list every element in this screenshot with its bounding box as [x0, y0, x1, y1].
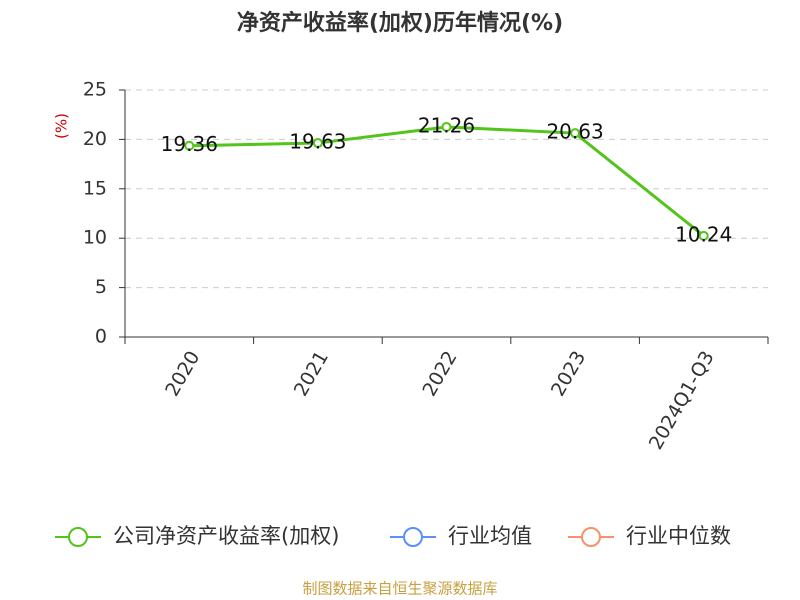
y-tick-label: 15 — [83, 177, 107, 199]
y-tick-label: 10 — [83, 227, 107, 249]
x-tick-label: 2021 — [290, 347, 333, 400]
y-tick-label: 25 — [83, 79, 107, 101]
y-tick-label: 0 — [95, 326, 107, 348]
series-line — [189, 125, 705, 238]
legend-marker — [403, 527, 423, 547]
data-point — [312, 138, 323, 149]
data-label: 21.26 — [418, 113, 475, 137]
x-tick-label: 2023 — [547, 347, 590, 400]
legend-marker — [581, 527, 601, 547]
source-note: 制图数据来自恒生聚源数据库 — [302, 580, 497, 598]
y-axis-label: (%) — [53, 113, 71, 139]
x-tick-label: 2022 — [418, 347, 461, 400]
legend-label: 公司净资产收益率(加权) — [113, 524, 339, 548]
data-label: 19.63 — [289, 130, 346, 154]
x-tick-label: 2020 — [161, 347, 204, 400]
y-tick-label: 5 — [95, 276, 107, 298]
legend-marker — [68, 527, 88, 547]
data-label: 19.36 — [161, 132, 218, 156]
x-tick-label: 2024Q1-Q3 — [645, 347, 719, 453]
data-point — [184, 140, 195, 151]
data-label: 10.24 — [675, 222, 732, 246]
legend-label: 行业中位数 — [626, 524, 731, 548]
legend-label: 行业均值 — [448, 524, 532, 548]
y-tick-label: 20 — [83, 128, 107, 150]
data-label: 20.63 — [546, 120, 603, 144]
data-point — [570, 128, 581, 139]
data-point — [698, 230, 709, 241]
chart-title: 净资产收益率(加权)历年情况(%) — [237, 10, 563, 36]
data-point — [441, 121, 452, 132]
